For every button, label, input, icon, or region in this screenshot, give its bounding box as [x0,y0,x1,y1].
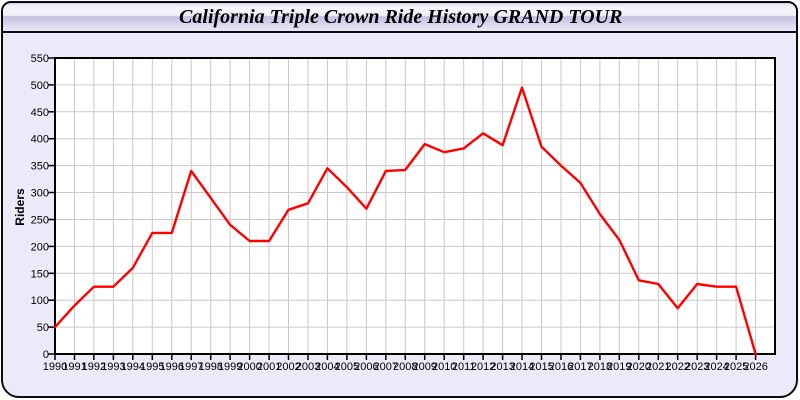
svg-text:2003: 2003 [296,361,320,373]
svg-text:2015: 2015 [529,361,553,373]
svg-text:2012: 2012 [471,361,495,373]
svg-text:2008: 2008 [393,361,417,373]
svg-text:1998: 1998 [198,361,222,373]
svg-text:2017: 2017 [568,361,592,373]
svg-text:150: 150 [31,268,49,280]
svg-text:300: 300 [31,188,49,200]
svg-text:450: 450 [31,107,49,119]
svg-text:2013: 2013 [490,361,514,373]
svg-text:200: 200 [31,241,49,253]
svg-text:2022: 2022 [665,361,689,373]
svg-text:2018: 2018 [588,361,612,373]
svg-text:100: 100 [31,295,49,307]
svg-text:Riders: Riders [13,188,27,226]
svg-text:2010: 2010 [432,361,456,373]
svg-text:2001: 2001 [257,361,281,373]
svg-text:2007: 2007 [374,361,398,373]
svg-text:2026: 2026 [743,361,767,373]
svg-text:550: 550 [31,53,49,65]
svg-text:1993: 1993 [101,361,125,373]
svg-text:1995: 1995 [140,361,164,373]
svg-text:250: 250 [31,215,49,227]
svg-text:2021: 2021 [646,361,670,373]
svg-text:2019: 2019 [607,361,631,373]
svg-text:0: 0 [43,349,49,361]
svg-text:1994: 1994 [121,361,145,373]
svg-text:1999: 1999 [218,361,242,373]
svg-text:350: 350 [31,161,49,173]
svg-text:1997: 1997 [179,361,203,373]
svg-text:2023: 2023 [685,361,709,373]
svg-text:50: 50 [37,322,49,334]
svg-text:2006: 2006 [354,361,378,373]
svg-text:2014: 2014 [510,361,534,373]
svg-text:2024: 2024 [704,361,728,373]
svg-text:2000: 2000 [237,361,261,373]
svg-text:2002: 2002 [276,361,300,373]
svg-text:400: 400 [31,134,49,146]
svg-text:1991: 1991 [62,361,86,373]
svg-text:500: 500 [31,80,49,92]
svg-text:2005: 2005 [335,361,359,373]
svg-text:2025: 2025 [724,361,748,373]
svg-text:1992: 1992 [82,361,106,373]
svg-text:2011: 2011 [452,361,476,373]
svg-text:2004: 2004 [315,361,339,373]
svg-text:1996: 1996 [160,361,184,373]
svg-text:2016: 2016 [549,361,573,373]
svg-text:2009: 2009 [412,361,436,373]
svg-text:1990: 1990 [43,361,67,373]
svg-text:2020: 2020 [627,361,651,373]
